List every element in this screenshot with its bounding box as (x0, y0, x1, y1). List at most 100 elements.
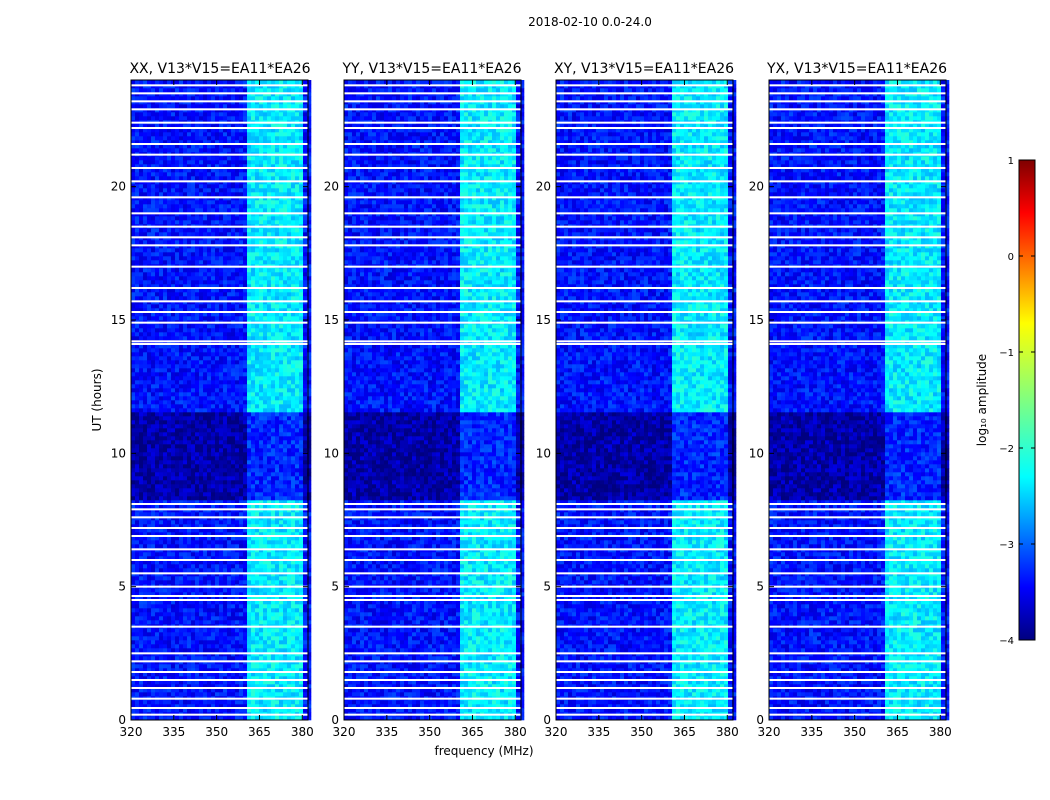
heatmap-cell (175, 332, 180, 337)
heatmap-cell (163, 564, 168, 569)
heatmap-cell (263, 352, 268, 357)
heatmap-cell (267, 716, 272, 721)
heatmap-cell (255, 692, 260, 697)
heatmap-cell (295, 444, 300, 449)
heatmap-cell (267, 524, 272, 529)
heatmap-cell (219, 600, 224, 605)
heatmap-cell (147, 424, 152, 429)
heatmap-cell (303, 592, 308, 597)
heatmap-cell (187, 556, 192, 561)
heatmap-cell (267, 448, 272, 453)
heatmap-cell (291, 676, 296, 681)
heatmap-cell (171, 700, 176, 705)
heatmap-cell (263, 684, 268, 689)
heatmap-cell (175, 648, 180, 653)
heatmap-cell (235, 308, 240, 313)
heatmap-cell (151, 664, 156, 669)
heatmap-cell (263, 292, 268, 297)
heatmap-cell (291, 628, 296, 633)
heatmap-cell (307, 532, 312, 537)
heatmap-cell (259, 356, 264, 361)
heatmap-cell (135, 280, 140, 285)
heatmap-cell (175, 500, 180, 505)
heatmap-cell (171, 440, 176, 445)
heatmap-cell (287, 472, 292, 477)
heatmap-cell (131, 328, 136, 333)
heatmap-cell (287, 612, 292, 617)
heatmap-cell (235, 680, 240, 685)
heatmap-cell (219, 436, 224, 441)
heatmap-cell (247, 396, 252, 401)
heatmap-cell (303, 620, 308, 625)
heatmap-cell (295, 392, 300, 397)
heatmap-cell (287, 432, 292, 437)
heatmap-cell (267, 500, 272, 505)
heatmap-cell (207, 376, 212, 381)
heatmap-cell (247, 336, 252, 341)
heatmap-cell (183, 296, 188, 301)
heatmap-cell (235, 360, 240, 365)
heatmap-cell (287, 704, 292, 709)
heatmap-cell (247, 668, 252, 673)
heatmap-cell (203, 512, 208, 517)
heatmap-cell (139, 688, 144, 693)
heatmap-cell (195, 456, 200, 461)
heatmap-cell (143, 684, 148, 689)
heatmap-cell (299, 372, 304, 377)
heatmap-cell (307, 420, 312, 425)
heatmap-cell (195, 672, 200, 677)
heatmap-cell (243, 628, 248, 633)
heatmap-cell (203, 580, 208, 585)
heatmap-cell (215, 544, 220, 549)
heatmap-cell (147, 480, 152, 485)
heatmap-cell (291, 664, 296, 669)
heatmap-cell (267, 564, 272, 569)
heatmap-cell (243, 280, 248, 285)
heatmap-cell (271, 296, 276, 301)
heatmap-cell (291, 444, 296, 449)
heatmap-cell (163, 664, 168, 669)
heatmap-cell (283, 636, 288, 641)
heatmap-cell (223, 620, 228, 625)
heatmap-cell (203, 352, 208, 357)
heatmap-cell (171, 380, 176, 385)
heatmap-cell (263, 692, 268, 697)
heatmap-cell (235, 460, 240, 465)
heatmap-cell (155, 404, 160, 409)
heatmap-cell (215, 716, 220, 721)
heatmap-cell (239, 544, 244, 549)
heatmap-cell (183, 380, 188, 385)
heatmap-cell (131, 640, 136, 645)
heatmap-cell (203, 424, 208, 429)
heatmap-cell (195, 492, 200, 497)
heatmap-cell (183, 372, 188, 377)
heatmap-cell (143, 580, 148, 585)
heatmap-cell (271, 420, 276, 425)
heatmap-cell (235, 560, 240, 565)
heatmap-cell (295, 404, 300, 409)
heatmap-cell (299, 328, 304, 333)
heatmap-cell (163, 284, 168, 289)
heatmap-cell (279, 372, 284, 377)
heatmap-cell (239, 708, 244, 713)
heatmap-cell (251, 596, 256, 601)
heatmap-cell (191, 448, 196, 453)
heatmap-cell (263, 480, 268, 485)
heatmap-cell (275, 672, 280, 677)
heatmap-cell (171, 484, 176, 489)
heatmap-cell (275, 588, 280, 593)
heatmap-cell (283, 416, 288, 421)
heatmap-cell (275, 276, 280, 281)
heatmap-cell (207, 276, 212, 281)
heatmap-cell (183, 480, 188, 485)
heatmap-cell (231, 428, 236, 433)
heatmap-cell (203, 684, 208, 689)
heatmap-cell (243, 480, 248, 485)
heatmap-cell (299, 512, 304, 517)
heatmap-cell (263, 588, 268, 593)
heatmap-cell (151, 564, 156, 569)
heatmap-cell (179, 568, 184, 573)
heatmap-cell (199, 368, 204, 373)
heatmap-cell (147, 448, 152, 453)
heatmap-cell (151, 668, 156, 673)
